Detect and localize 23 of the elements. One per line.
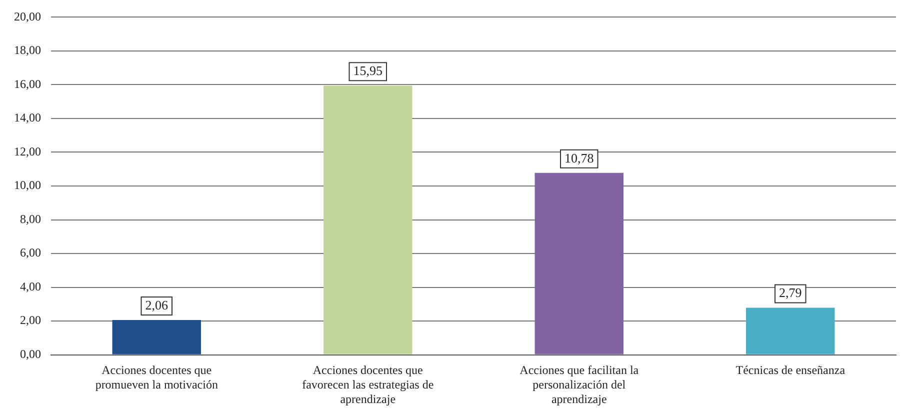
bar <box>746 308 835 354</box>
bar <box>324 86 412 354</box>
data-label: 2,06 <box>145 297 168 312</box>
bar <box>534 172 624 354</box>
x-tick-label: Técnicas de enseñanza <box>736 363 846 378</box>
y-tick-label: 8,00 <box>20 212 41 226</box>
y-tick-label: 18,00 <box>14 43 41 58</box>
data-label: 2,79 <box>779 285 802 300</box>
bar <box>112 320 201 354</box>
data-label: 15,95 <box>353 62 382 78</box>
x-tick-label: Acciones docentes que favorecen las estrategias de aprendizaje <box>302 363 434 406</box>
y-tick-label: 6,00 <box>20 246 41 260</box>
y-tick-label: 4,00 <box>20 279 41 294</box>
y-tick-label: 14,00 <box>14 110 41 125</box>
y-tick-label: 12,00 <box>14 144 41 158</box>
y-tick-label: 16,00 <box>14 76 41 91</box>
y-tick-label: 10,00 <box>14 178 41 192</box>
x-tick-label: Acciones que facilitan la personalización del aprendizaje <box>520 363 640 406</box>
data-label: 10,78 <box>564 150 594 166</box>
y-tick-label: 2,00 <box>20 313 41 328</box>
x-tick-label: Acciones docentes que promueven la motivación <box>95 363 218 392</box>
y-tick-label: 0,00 <box>20 346 41 361</box>
y-tick-label: 20,00 <box>14 9 41 24</box>
